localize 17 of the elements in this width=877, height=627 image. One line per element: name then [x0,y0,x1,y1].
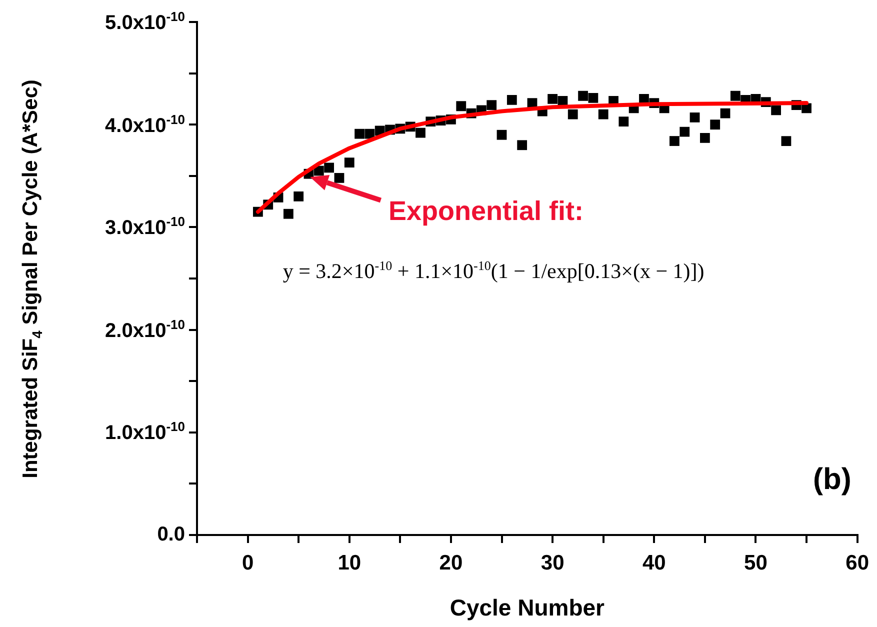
annotation: Exponential fit: [388,196,584,228]
x-tick-label: 40 [642,551,666,574]
x-tick-label: 50 [744,551,768,574]
y-tick-label: 1.0x10$^{-10}$ [105,420,185,446]
x-tick-label: 0 [242,551,254,574]
x-tick-label: 30 [540,551,564,574]
y-tick-label: 4.0x10$^{-10}$ [105,112,185,138]
annotation: y = 3.2×10$^{-10}$ + 1.1×10$^{-10}$(1 − 1/exp[0.13×(x − 1)]) [282,258,704,284]
x-axis-title: Cycle Number [450,594,605,621]
x-tick-label: 20 [439,551,463,574]
x-tick-label: 60 [846,551,869,574]
y-tick-label: 2.0x10$^{-10}$ [105,316,185,343]
y-tick-label: 5.0x10$^{-10}$ [105,9,185,35]
annotation: (b) [813,463,852,498]
y-tick-label: 3.0x10$^{-10}$ [105,214,185,240]
x-tick-label: 10 [338,551,362,574]
y-tick-label: 0.0 [157,524,185,546]
